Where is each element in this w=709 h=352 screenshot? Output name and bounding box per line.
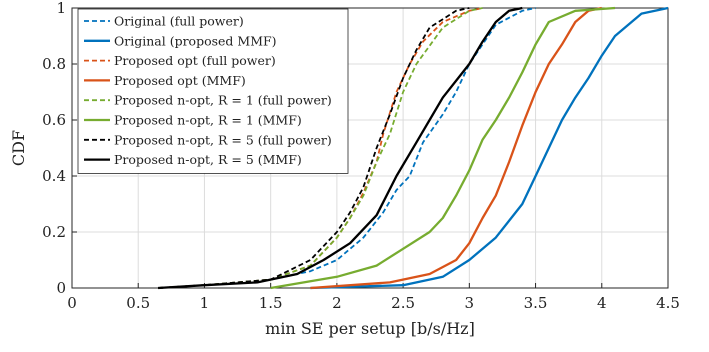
y-tick-label: 0.4 (42, 167, 66, 185)
legend-entry-label: Proposed opt (full power) (114, 53, 276, 68)
legend-entry-label: Original (proposed MMF) (114, 33, 277, 48)
x-tick-label: 2 (332, 294, 342, 312)
legend-entry-label: Proposed n-opt, R = 5 (MMF) (114, 152, 302, 167)
x-tick-label: 1.5 (259, 294, 283, 312)
legend-entry-label: Proposed n-opt, R = 1 (MMF) (114, 113, 302, 128)
x-tick-label: 4.5 (656, 294, 680, 312)
x-tick-label: 3.5 (524, 294, 548, 312)
y-tick-label: 0.6 (42, 111, 66, 129)
y-tick-label: 0 (56, 279, 66, 297)
legend-entry-label: Proposed n-opt, R = 1 (full power) (114, 93, 332, 108)
y-tick-label: 0.8 (42, 55, 66, 73)
y-axis-title: CDF (9, 130, 28, 166)
series-line-6 (158, 7, 470, 289)
x-tick-label: 1 (200, 294, 210, 312)
legend-box (77, 8, 349, 174)
y-tick-label: 0.2 (42, 223, 66, 241)
legend-entry-label: Proposed n-opt, R = 5 (full power) (114, 132, 332, 147)
legend-entry-label: Proposed opt (MMF) (114, 73, 246, 88)
series-line-2 (158, 7, 483, 289)
series-line-7 (158, 6, 523, 290)
series-line-3 (310, 6, 603, 290)
series-line-0 (158, 7, 536, 289)
series-line-5 (270, 6, 616, 290)
x-tick-label: 4 (597, 294, 607, 312)
legend-entry-label: Original (full power) (114, 14, 244, 29)
plot-frame (71, 7, 669, 289)
x-tick-label: 0.5 (126, 294, 150, 312)
x-tick-label: 3 (465, 294, 475, 312)
series-line-1 (310, 6, 669, 290)
x-axis-title: min SE per setup [b/s/Hz] (265, 319, 475, 338)
y-axis: 0 0.2 0.4 0.6 0.8 1 (42, 0, 77, 297)
y-tick-label: 1 (56, 0, 66, 17)
series-layer (158, 6, 669, 290)
legend: Original (full power) Original (proposed … (77, 8, 349, 174)
x-tick-label: 2.5 (391, 294, 415, 312)
x-tick-label: 0 (67, 294, 77, 312)
